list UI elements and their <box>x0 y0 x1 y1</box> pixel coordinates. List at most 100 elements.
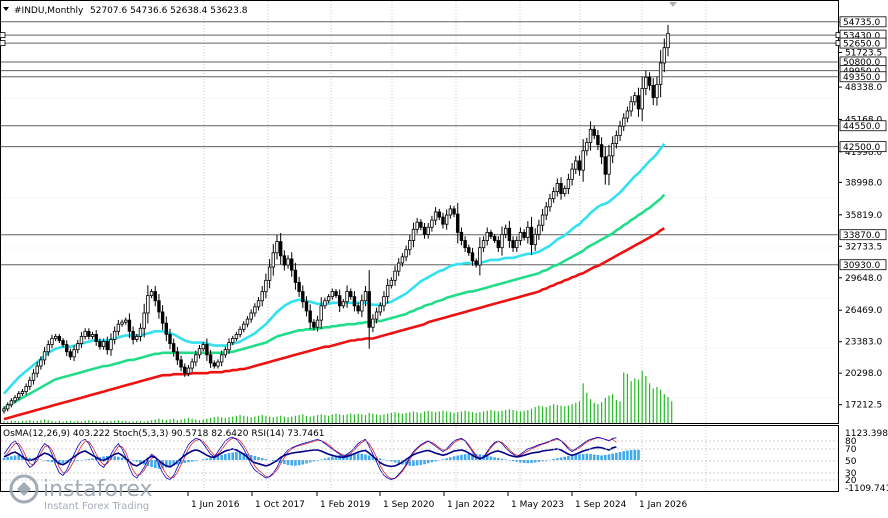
indicator-tick-label: 50 <box>845 457 857 467</box>
candle-bull <box>548 198 552 208</box>
price-level-tag <box>839 37 887 49</box>
candle-bull <box>219 354 224 363</box>
candle-bull <box>518 231 523 241</box>
candle-bull <box>404 249 408 258</box>
candle-bull <box>53 336 58 339</box>
watermark-brand: instaforex <box>43 477 153 502</box>
candle-bull <box>76 343 80 351</box>
candle-bull <box>448 208 453 216</box>
price-axis: 54735.051723.548338.045168.041998.038998… <box>838 16 887 411</box>
candle-bull <box>286 258 290 266</box>
candle-bull <box>400 256 405 264</box>
candle-bull <box>315 319 320 328</box>
y-tick-label: 38998.0 <box>845 178 882 188</box>
candle-bull <box>625 110 630 119</box>
candle-bull <box>186 367 191 374</box>
price-level-tag <box>839 259 887 271</box>
candle-bear <box>208 354 213 364</box>
candle-bull <box>644 76 648 89</box>
candle-bull <box>112 330 117 340</box>
candle-bull <box>658 62 663 85</box>
candle-bull <box>345 291 349 303</box>
main-pane-frame <box>0 0 839 424</box>
candle-bull <box>363 291 368 302</box>
candle-bull <box>526 226 530 238</box>
indicator-tick-label: 80 <box>845 437 857 447</box>
indicator-tick-label: 1123.398 <box>845 429 888 439</box>
ohlc-values: 52707.6 54736.6 52638.4 53623.8 <box>90 6 248 16</box>
x-tick-label: 1 Sep 2024 <box>575 500 627 510</box>
candle-bear <box>282 255 287 266</box>
candle-bull <box>319 305 323 321</box>
candle-bear <box>636 95 641 110</box>
candle-bear <box>94 334 98 342</box>
candle-bull <box>533 234 537 246</box>
candle-bull <box>374 311 379 320</box>
candle-bear <box>278 241 283 257</box>
candle-bull <box>275 241 279 254</box>
indicator-header: OsMA(12,26,9) 403.222 Stoch(5,3,3) 90.57… <box>3 429 325 439</box>
x-tick-label: 1 Sep 2020 <box>383 500 435 510</box>
candle-bull <box>666 32 670 49</box>
indicator-tick-label: 20 <box>845 476 857 486</box>
candle-bull <box>201 344 205 350</box>
candle-bull <box>39 359 43 367</box>
chart-shift-marker-icon[interactable] <box>669 2 677 7</box>
candle-bull <box>544 206 548 216</box>
x-tick-label: 1 May 2023 <box>511 500 564 510</box>
candle-bull <box>662 47 667 64</box>
candle-bull <box>411 228 416 241</box>
candle-bull <box>444 214 449 225</box>
ema-slow-line <box>3 227 665 421</box>
candle-bull <box>633 95 637 103</box>
candle-bull <box>607 155 611 175</box>
candle-bull <box>28 379 32 387</box>
candle-bull <box>393 270 397 281</box>
candle-bear <box>577 160 582 171</box>
candle-bull <box>245 318 250 325</box>
candle-bull <box>614 135 619 144</box>
candle-bear <box>105 341 109 351</box>
candle-bear <box>456 213 460 233</box>
price-level-label: 49350.0 <box>843 73 880 83</box>
dropdown-triangle-icon[interactable] <box>3 7 9 11</box>
instaforex-watermark: instaforex Instant Forex Trading <box>9 474 153 512</box>
candle-bull <box>481 240 486 249</box>
candle-bear <box>68 351 73 358</box>
candles-layer <box>2 24 670 414</box>
candle-bear <box>419 221 423 228</box>
candle-bull <box>566 178 571 189</box>
candle-bull <box>197 348 202 356</box>
candle-bear <box>308 310 312 323</box>
candle-bear <box>352 296 357 307</box>
candle-bear <box>312 321 316 328</box>
candle-bull <box>515 240 519 249</box>
level-handle-left[interactable] <box>0 32 6 39</box>
candle-bull <box>242 323 246 330</box>
candle-bull <box>563 188 567 194</box>
candle-bear <box>171 343 176 353</box>
candle-bear <box>175 351 180 361</box>
level-handle-left[interactable] <box>0 40 6 46</box>
candle-bull <box>72 349 76 358</box>
logo-center-shape <box>17 482 31 496</box>
symbol-header: #INDU,Monthly 52707.6 54736.6 52638.4 53… <box>3 6 248 16</box>
candle-bull <box>90 334 95 337</box>
price-level-label: 52650.0 <box>843 39 880 49</box>
candle-bull <box>142 312 146 329</box>
candle-bull <box>271 252 275 268</box>
candle-bear <box>349 291 353 298</box>
candle-bull <box>622 117 626 127</box>
candle-bull <box>640 88 644 110</box>
candle-bear <box>522 231 526 238</box>
candle-bull <box>256 300 261 308</box>
volume-bars-layer <box>3 371 673 423</box>
candle-bull <box>430 219 434 228</box>
candle-bull <box>223 349 228 356</box>
candle-bull <box>610 143 615 157</box>
price-level-label: 50800.0 <box>843 58 880 68</box>
price-level-label: 33870.0 <box>843 231 880 241</box>
candle-bull <box>408 240 412 251</box>
candle-bear <box>57 336 62 341</box>
